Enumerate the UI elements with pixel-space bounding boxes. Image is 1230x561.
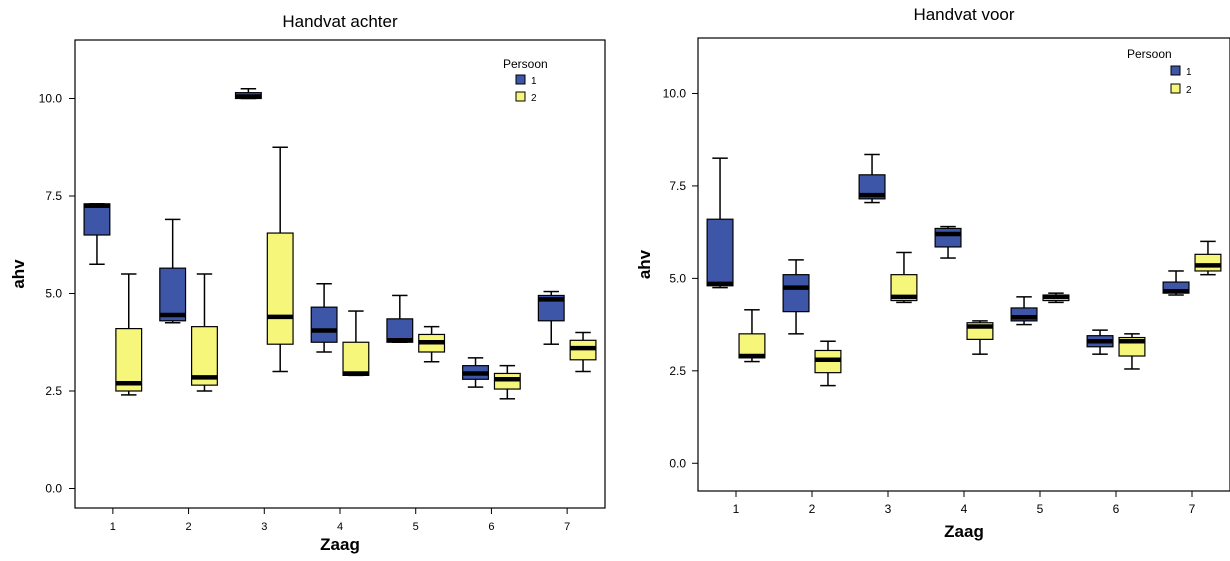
- x-axis-label: Zaag: [944, 522, 984, 541]
- y-tick-label: 0.0: [45, 482, 62, 496]
- box-persoon-2-zaag-2: [191, 273, 218, 392]
- y-tick-label: 0.0: [669, 456, 686, 470]
- box-persoon-1-zaag-6: [462, 357, 489, 388]
- x-tick-label: 5: [1037, 502, 1044, 516]
- box-persoon-1-zaag-3: [858, 153, 886, 204]
- y-tick-label: 10.0: [39, 92, 63, 106]
- box-persoon-2-zaag-3: [890, 251, 918, 304]
- iqr-box: [1194, 253, 1222, 272]
- iqr-box: [782, 274, 810, 313]
- box-persoon-2-zaag-4: [342, 310, 370, 377]
- x-tick-label: 3: [261, 521, 267, 533]
- y-axis-label: ahv: [9, 259, 28, 289]
- x-tick-label: 3: [885, 502, 892, 516]
- iqr-box: [115, 328, 143, 392]
- legend: Persoon 1 2: [503, 57, 548, 104]
- box-persoon-2-zaag-1: [738, 309, 766, 363]
- plot-frame: [697, 37, 1230, 492]
- y-axis-label: ahv: [635, 249, 654, 279]
- x-tick-label: 5: [413, 521, 419, 533]
- box-persoon-2-zaag-6: [1118, 333, 1146, 370]
- x-tick-label: 1: [733, 502, 740, 516]
- x-axis-label: Zaag: [320, 535, 360, 554]
- x-tick-label: 7: [1189, 502, 1196, 516]
- legend-title: Persoon: [1127, 47, 1172, 61]
- iqr-box: [83, 203, 111, 236]
- box-persoon-1-zaag-6: [1086, 329, 1114, 355]
- box-persoon-2-zaag-7: [1194, 240, 1222, 276]
- y-tick-label: 10.0: [663, 86, 687, 100]
- x-tick-label: 4: [961, 502, 968, 516]
- x-tick-label: 4: [337, 521, 343, 533]
- box-persoon-1-zaag-3: [234, 88, 262, 100]
- box-persoon-1-zaag-5: [1010, 296, 1038, 326]
- box-persoon-2-zaag-7: [569, 331, 597, 373]
- y-tick-label: 5.0: [669, 271, 686, 285]
- x-tick-label: 2: [809, 502, 816, 516]
- y-tick-label: 7.5: [669, 179, 686, 193]
- x-tick-label: 7: [564, 521, 570, 533]
- box-persoon-2-zaag-4: [966, 320, 994, 355]
- legend-swatch-1: [1170, 65, 1181, 76]
- iqr-box: [159, 267, 187, 322]
- legend-label-2: 2: [1186, 85, 1192, 96]
- box-persoon-2-zaag-5: [418, 325, 446, 363]
- chart-title: Handvat voor: [913, 5, 1014, 24]
- legend-label-1: 1: [531, 76, 537, 87]
- box-persoon-2-zaag-3: [266, 146, 294, 373]
- chart-panel-1: Handvat achter 0.0 2.5 5.0 7.5 10.0 1 2 3 4 5 6 7 Zaa…: [9, 12, 606, 554]
- iqr-box: [934, 227, 962, 248]
- iqr-box: [342, 341, 370, 377]
- box-persoon-1-zaag-7: [1162, 270, 1190, 296]
- box-persoon-2-zaag-2: [814, 340, 842, 387]
- box-persoon-2-zaag-6: [493, 364, 521, 400]
- x-tick-label: 2: [186, 521, 192, 533]
- chart-title: Handvat achter: [282, 12, 398, 31]
- legend-label-2: 2: [531, 93, 537, 104]
- x-tick-label: 6: [1113, 502, 1120, 516]
- box-persoon-1-zaag-4: [934, 225, 962, 259]
- chart-panel-2: Handvat voor 0.0 2.5 5.0 7.5 10.0 1 2 3 4 5 6 7 Zaag a…: [635, 5, 1230, 541]
- plot-frame: [74, 39, 606, 509]
- iqr-box: [706, 218, 734, 287]
- legend-label-1: 1: [1186, 67, 1192, 78]
- box-persoon-1-zaag-1: [706, 157, 734, 289]
- legend-title: Persoon: [503, 57, 548, 71]
- x-tick-label: 6: [488, 521, 494, 533]
- legend-swatch-2: [515, 91, 526, 102]
- box-persoon-1-zaag-1: [83, 203, 111, 265]
- box-persoon-1-zaag-7: [537, 290, 565, 345]
- y-tick-label: 2.5: [45, 384, 62, 398]
- y-tick-label: 5.0: [45, 287, 62, 301]
- x-tick-label: 1: [110, 521, 116, 533]
- y-tick-label: 7.5: [45, 189, 62, 203]
- legend: Persoon 1 2: [1127, 47, 1192, 96]
- box-persoon-1-zaag-5: [386, 294, 414, 343]
- box-persoon-1-zaag-2: [159, 218, 187, 324]
- box-persoon-1-zaag-4: [310, 283, 338, 353]
- iqr-box: [310, 306, 338, 343]
- iqr-box: [266, 232, 294, 345]
- legend-swatch-2: [1170, 83, 1181, 94]
- box-persoon-1-zaag-2: [782, 259, 810, 335]
- y-tick-label: 2.5: [669, 364, 686, 378]
- legend-swatch-1: [515, 74, 526, 85]
- box-persoon-2-zaag-5: [1042, 292, 1070, 304]
- box-persoon-2-zaag-1: [115, 273, 143, 396]
